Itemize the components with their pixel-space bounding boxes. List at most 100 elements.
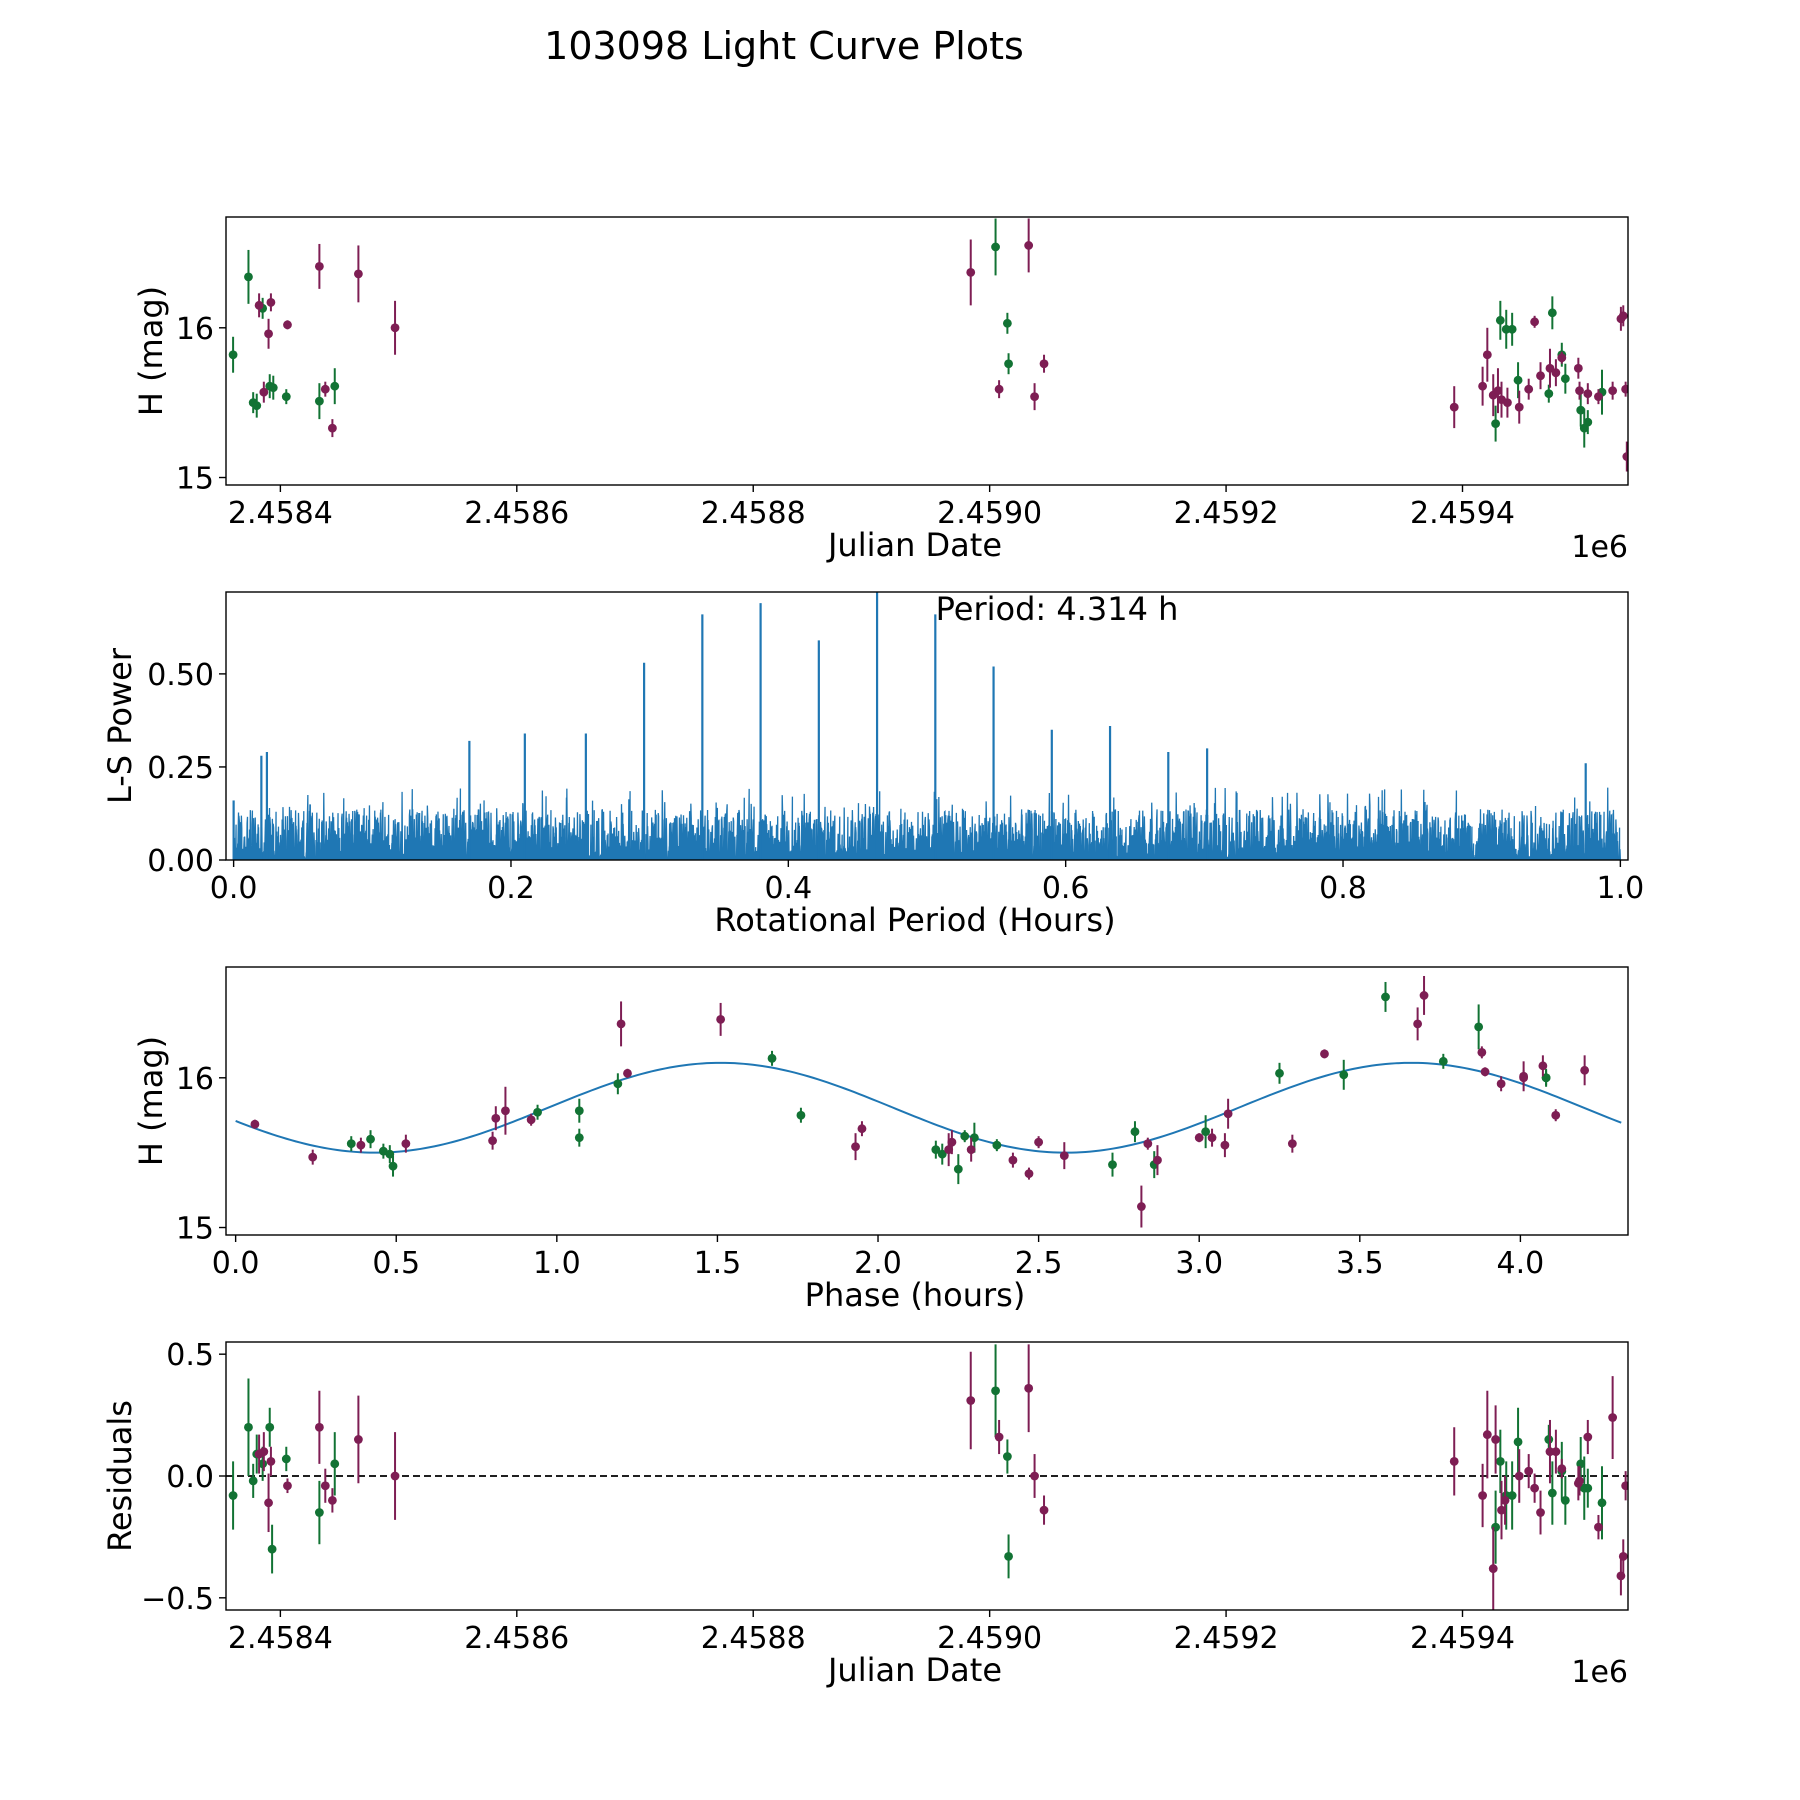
data-point <box>994 384 1004 394</box>
data-point <box>1580 1065 1590 1075</box>
x-tick-label: 2.5 <box>1015 1246 1063 1281</box>
data-point <box>1536 1508 1545 1517</box>
data-point <box>767 1053 777 1063</box>
data-point <box>1130 1127 1140 1137</box>
panel-phased: 0.0 0.5 1.0 1.5 2.0 2.5 3.0 3.5 4.0 15 16 Phase (ho… <box>132 966 1629 1314</box>
data-point <box>1575 386 1584 396</box>
data-point <box>1449 402 1459 412</box>
data-point <box>1630 406 1639 415</box>
data-point <box>264 1498 273 1508</box>
data-point <box>1500 1495 1510 1505</box>
x-tick-label: 2.4590 <box>937 496 1042 531</box>
data-point <box>1496 1079 1506 1089</box>
y-tick-label: −0.5 <box>141 1582 214 1617</box>
data-point <box>623 1068 632 1078</box>
x-tick-label: 0.2 <box>487 871 535 906</box>
data-point <box>1583 1432 1593 1442</box>
data-point <box>526 1115 536 1125</box>
data-point <box>314 262 324 271</box>
phased-axes-frame <box>225 966 1629 1236</box>
data-point <box>353 1435 363 1444</box>
data-point <box>1339 1070 1349 1080</box>
data-point <box>1136 1202 1146 1211</box>
data-point <box>1480 1067 1490 1077</box>
series-r <box>254 1344 1639 1610</box>
x-axis-label: Rotational Period (Hours) <box>714 901 1115 939</box>
data-point <box>259 387 269 397</box>
data-point <box>716 1015 726 1024</box>
data-point <box>320 384 330 394</box>
x-tick-label: 2.4588 <box>701 496 806 531</box>
data-point <box>330 1459 340 1469</box>
data-point <box>1482 350 1492 360</box>
data-point <box>1621 1481 1628 1491</box>
data-point <box>1630 1494 1639 1503</box>
data-point <box>385 1149 395 1159</box>
data-point <box>250 1119 260 1129</box>
y-tick-label: 0.5 <box>166 1338 214 1373</box>
data-point <box>491 1113 501 1123</box>
data-point <box>1413 1019 1423 1029</box>
data-point <box>308 1152 318 1162</box>
data-point <box>327 423 337 433</box>
data-point <box>266 297 276 307</box>
data-point <box>1654 409 1663 418</box>
data-point <box>1616 1571 1626 1581</box>
data-point <box>1541 1073 1551 1083</box>
data-point <box>1594 1522 1603 1532</box>
data-point <box>533 1107 542 1117</box>
lightcurve-plot-area <box>228 218 1663 472</box>
data-point <box>1560 1495 1570 1505</box>
x-tick-label: 2.0 <box>854 1246 902 1281</box>
y-tick-label: 0.25 <box>147 751 214 786</box>
data-point <box>1438 1056 1448 1066</box>
data-point <box>1513 375 1523 385</box>
data-point <box>1004 1552 1013 1561</box>
y-axis-label: L-S Power <box>101 647 139 804</box>
data-point <box>966 267 976 277</box>
data-point <box>1618 311 1628 321</box>
data-point <box>1618 1552 1628 1561</box>
data-point <box>346 1139 356 1149</box>
data-point <box>1143 1139 1153 1149</box>
data-point <box>244 1422 253 1432</box>
data-point <box>1621 384 1628 394</box>
x-tick-label: 0.5 <box>372 1246 420 1281</box>
data-point <box>244 272 253 282</box>
data-point <box>401 1139 411 1149</box>
x-tick-label: 2.4594 <box>1410 496 1515 531</box>
y-axis-label: Residuals <box>101 1400 139 1552</box>
data-point <box>1530 317 1540 327</box>
data-point <box>1557 353 1567 363</box>
data-point <box>1583 1483 1593 1493</box>
data-point <box>1547 308 1557 318</box>
data-point <box>356 1140 366 1150</box>
data-point <box>1493 386 1503 396</box>
data-point <box>1622 452 1628 461</box>
data-point <box>1030 1471 1039 1481</box>
data-point <box>960 1131 970 1141</box>
x-axis-label: Julian Date <box>826 1651 1002 1689</box>
data-point <box>1220 1140 1230 1150</box>
data-point <box>966 1396 976 1405</box>
x-tick-label: 0.0 <box>212 1246 260 1281</box>
data-point <box>1039 1505 1049 1515</box>
series-r <box>254 218 1663 472</box>
x-tick-label: 2.4584 <box>228 496 333 531</box>
y-axis-label: H (mag) <box>132 1036 170 1166</box>
y-tick-label: 0.00 <box>147 844 214 879</box>
data-point <box>1491 1435 1501 1444</box>
axes-container: 2.4584 2.4586 2.4588 2.4590 2.4592 2.4594 15 16… <box>101 216 1663 1690</box>
data-point <box>390 323 400 333</box>
data-point <box>1474 1022 1484 1032</box>
x-axis-label: Phase (hours) <box>805 1276 1026 1314</box>
data-point <box>1478 1491 1487 1500</box>
data-point <box>1536 371 1545 381</box>
panel-lightcurve: 2.4584 2.4586 2.4588 2.4590 2.4592 2.4594 15 16… <box>132 216 1663 565</box>
data-point <box>1594 392 1603 402</box>
data-point <box>1059 1151 1069 1161</box>
data-point <box>1449 1456 1459 1466</box>
data-point <box>1575 1476 1584 1486</box>
data-point <box>228 350 238 360</box>
data-point <box>991 242 1000 252</box>
